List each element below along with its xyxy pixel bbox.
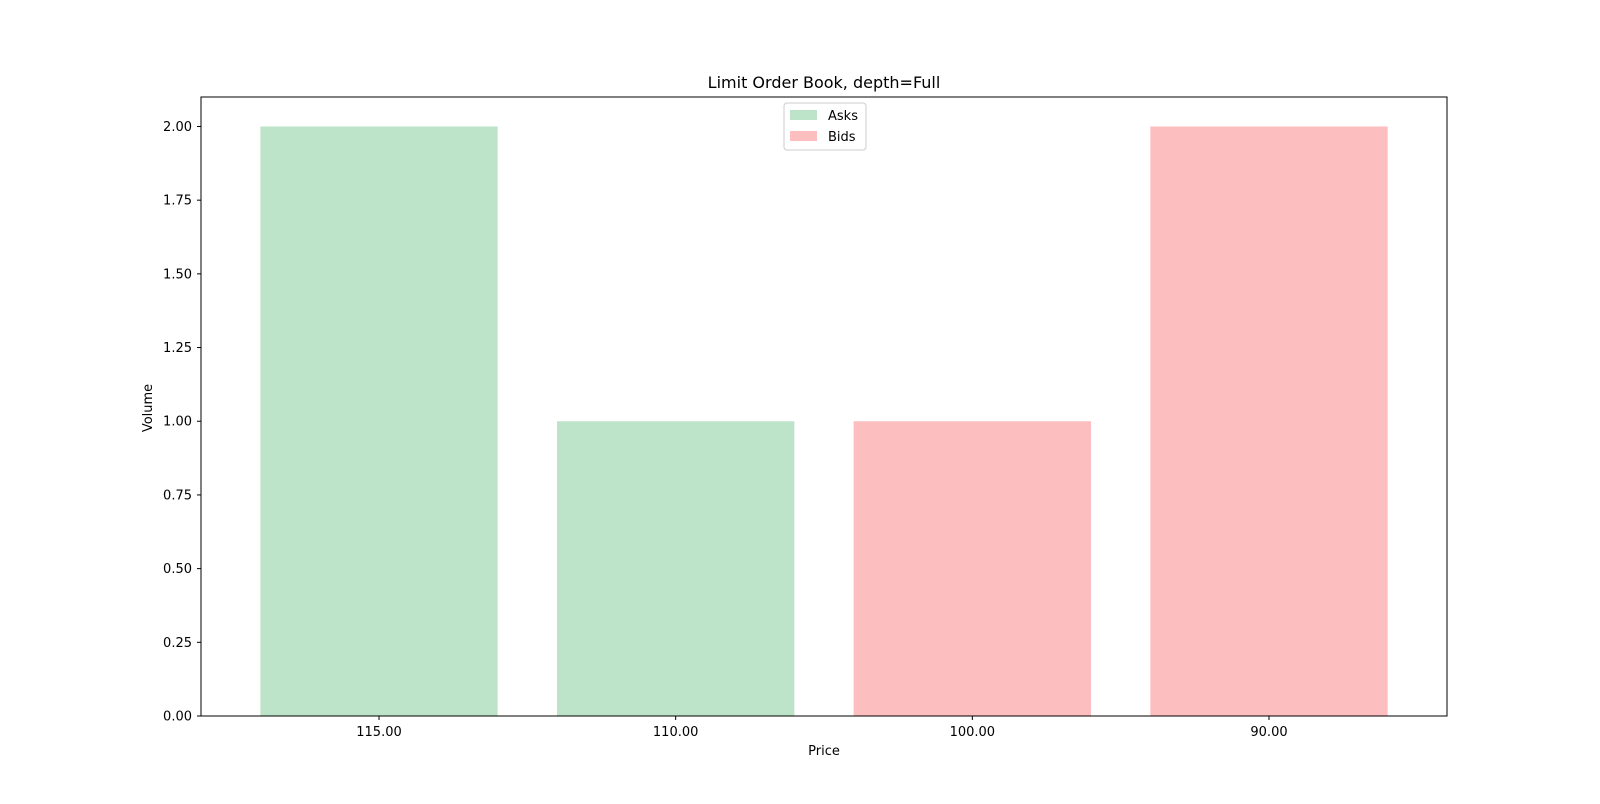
y-axis-label: Volume [141,384,156,432]
legend-swatch-bids [790,131,817,141]
y-tick-label: 1.75 [163,194,192,209]
legend: Asks Bids [783,102,867,151]
bar-asks-110.00 [557,421,795,716]
legend-swatch-asks [790,110,817,120]
x-tick-label: 110.00 [653,725,699,740]
ticks-group: 115.00 110.00 100.00 90.00 0.00 0.25 0.50 0.75 1… [163,120,1288,740]
x-tick-label: 90.00 [1250,725,1287,740]
y-tick-label: 0.00 [163,710,192,725]
y-tick-label: 0.25 [163,636,192,651]
y-tick-label: 0.75 [163,488,192,503]
legend-label-asks: Asks [828,109,858,124]
y-tick-label: 1.25 [163,341,192,356]
legend-label-bids: Bids [828,130,856,145]
y-tick-label: 2.00 [163,120,192,135]
bar-bids-90.00 [1150,126,1388,716]
chart-title: Limit Order Book, depth=Full [708,73,941,92]
x-tick-label: 100.00 [950,725,996,740]
y-tick-label: 1.00 [163,415,192,430]
bar-asks-115.00 [260,126,498,716]
bars-group [260,126,1388,716]
x-axis-label: Price [808,744,840,759]
y-tick-label: 1.50 [163,267,192,282]
x-tick-label: 115.00 [356,725,402,740]
plot-frame [200,96,1448,717]
bar-bids-100.00 [853,421,1091,716]
y-tick-label: 0.50 [163,562,192,577]
